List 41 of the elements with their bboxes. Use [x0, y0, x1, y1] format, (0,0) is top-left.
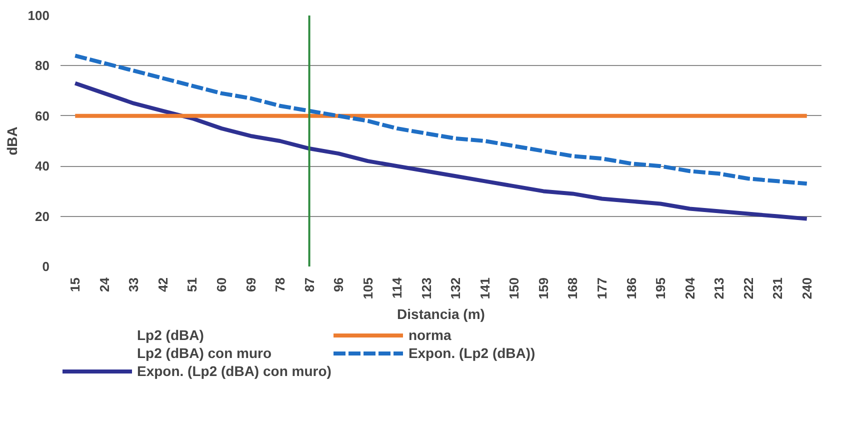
- x-tick-label: 150: [506, 277, 522, 300]
- x-tick-label: 114: [390, 276, 405, 298]
- x-tick-label: 240: [799, 277, 814, 300]
- text: Lp2 (dBA) con muro: [137, 345, 272, 361]
- y-tick-label: 0: [42, 259, 50, 274]
- x-tick-label: 123: [418, 277, 434, 300]
- x-tick-label: 69: [243, 277, 258, 292]
- x-tick-label: 222: [740, 277, 756, 300]
- legend-label: norma: [408, 327, 452, 343]
- y-tick-label: 60: [35, 108, 50, 124]
- x-tick-label: 213: [712, 277, 727, 300]
- x-tick-label: 96: [331, 277, 346, 292]
- text: Lp2 (dBA): [137, 327, 204, 343]
- x-tick-label: 177: [594, 277, 610, 300]
- x-tick-label: 78: [272, 277, 288, 292]
- x-tick-label: 186: [624, 277, 639, 300]
- y-tick-label: 100: [28, 8, 50, 23]
- line-series: [73, 81, 809, 221]
- x-tick-label: 231: [770, 277, 786, 300]
- x-tick-label: 159: [536, 277, 551, 300]
- y-axis-title: dBA: [4, 126, 20, 156]
- x-tick-label: 195: [653, 277, 668, 300]
- x-tick-label: 51: [184, 277, 200, 292]
- x-axis-title: Distancia (m): [397, 306, 485, 322]
- x-tick-label: 24: [96, 276, 112, 292]
- x-tick-label: 15: [68, 277, 83, 292]
- x-tick-label: 204: [682, 276, 698, 300]
- x-tick-label: 60: [214, 277, 229, 292]
- x-tick-label: 141: [477, 277, 492, 300]
- legend-label: Expon. (Lp2 (dBA) con muro): [137, 363, 332, 379]
- y-tick-label: 40: [35, 158, 50, 174]
- line-series: [73, 54, 809, 186]
- x-tick-label: 168: [565, 277, 580, 300]
- x-tick-label: 87: [302, 277, 317, 292]
- y-tick-label: 20: [35, 208, 50, 224]
- x-tick-label: 42: [155, 277, 170, 292]
- x-tick-label: 33: [126, 277, 142, 292]
- x-tick-label: 132: [448, 277, 464, 300]
- x-tick-label: 105: [360, 277, 376, 300]
- y-tick-label: 80: [35, 58, 50, 74]
- legend-label: Expon. (Lp2 (dBA)): [408, 345, 536, 361]
